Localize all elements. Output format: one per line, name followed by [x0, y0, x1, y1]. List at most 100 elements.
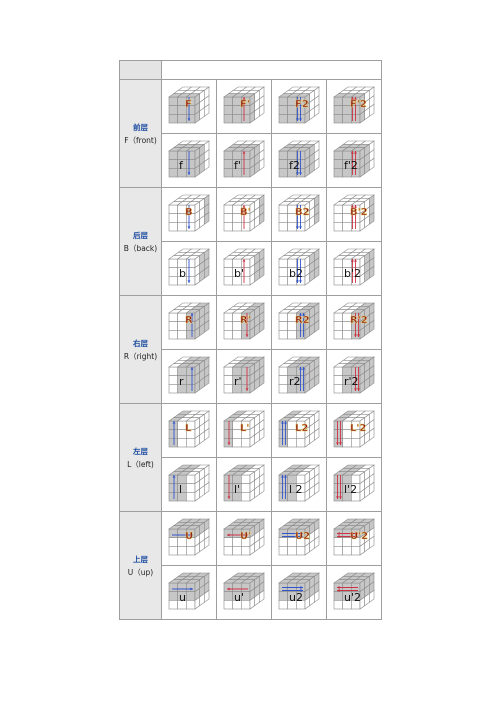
cube-cell: L2	[271, 403, 327, 458]
move-arrows	[351, 150, 357, 175]
cube-diagram: b	[168, 247, 210, 286]
move-label: l'	[234, 483, 240, 496]
group-label-cn: 前层	[133, 122, 148, 132]
group-label: 上层 U（up)	[119, 511, 162, 620]
group-label-en: U（up)	[127, 567, 154, 577]
move-label: b2	[289, 267, 303, 280]
move-arrows	[187, 258, 191, 283]
cube-diagram: B2	[278, 193, 320, 232]
cube-cell: U2	[271, 511, 327, 566]
move-label: R'2	[350, 315, 368, 326]
move-label: L'2	[350, 423, 366, 434]
cube-diagram: U'	[223, 517, 265, 556]
move-label: r	[179, 375, 184, 388]
move-arrows	[281, 420, 287, 445]
group-label: 前层 F（front)	[119, 79, 162, 188]
cube-diagram: b'	[223, 247, 265, 286]
cube-diagram: R2	[278, 301, 320, 340]
move-arrows	[282, 531, 303, 538]
cube-cell: l'2	[326, 457, 382, 512]
move-arrows	[187, 204, 191, 229]
cube-diagram: u'2	[333, 571, 375, 610]
cube-diagram: f'2	[333, 139, 375, 178]
cube-diagram: r'	[223, 355, 265, 394]
move-label: f	[179, 159, 184, 172]
cube-diagram: l'2	[333, 463, 375, 502]
move-label: L	[185, 423, 192, 434]
move-arrows	[281, 474, 287, 499]
cube-diagram: b2	[278, 247, 320, 286]
cube-diagram: U	[168, 517, 210, 556]
move-arrows	[187, 96, 191, 121]
cube-cell: r	[161, 349, 217, 404]
cube-cell: f'2	[326, 133, 382, 188]
move-arrows	[336, 474, 342, 499]
cube-diagram: U'2	[333, 517, 375, 556]
corner-cell	[119, 60, 162, 80]
cube-diagram: B'2	[333, 193, 375, 232]
cube-cell: U'	[216, 511, 272, 566]
move-label: F	[185, 99, 192, 110]
move-label: l 2	[289, 483, 303, 496]
cube-cell: r2	[271, 349, 327, 404]
cube-diagram: R'2	[333, 301, 375, 340]
cube-diagram: R'	[223, 301, 265, 340]
move-label: F2	[295, 99, 309, 110]
move-arrows	[172, 474, 176, 499]
cube-cell: R'	[216, 295, 272, 350]
cube-cell: L'2	[326, 403, 382, 458]
group-label-cn: 左层	[133, 446, 148, 456]
cube-diagram: b'2	[333, 247, 375, 286]
cube-cell: l 2	[271, 457, 327, 512]
cube-cell: F'2	[326, 79, 382, 134]
cube-diagram: B	[168, 193, 210, 232]
cube-cell: u2	[271, 565, 327, 620]
move-arrows	[296, 96, 302, 121]
move-label: r2	[289, 375, 301, 388]
cube-cell: U	[161, 511, 217, 566]
move-arrows	[227, 533, 248, 536]
move-row: r r' r2 r'2	[120, 349, 382, 404]
move-label: F'	[240, 99, 250, 110]
move-label: B2	[295, 207, 310, 218]
move-arrows	[227, 587, 248, 590]
group-label-en: B（back)	[123, 243, 158, 253]
move-label: U'2	[350, 531, 368, 542]
cube-diagram: L2	[278, 409, 320, 448]
move-arrows	[351, 258, 357, 283]
move-arrows	[172, 587, 193, 590]
group-label-en: L（left)	[127, 459, 154, 469]
move-arrows	[299, 312, 305, 337]
header-row	[119, 60, 382, 80]
cube-diagram: f	[168, 139, 210, 178]
cube-diagram: R	[168, 301, 210, 340]
cube-diagram: f'	[223, 139, 265, 178]
header-blank	[161, 60, 382, 80]
move-label: R'	[240, 315, 251, 326]
cube-cell: L	[161, 403, 217, 458]
move-arrows	[242, 150, 246, 175]
cube-diagram: L'	[223, 409, 265, 448]
move-arrows	[190, 366, 194, 391]
move-row: 前层 F（front) F F' F2 F'2	[119, 79, 382, 188]
move-arrows	[242, 96, 246, 121]
move-row: 左层 L（left) L L' L2 L'2	[119, 403, 382, 512]
move-label: R2	[295, 315, 310, 326]
cube-cell: F'	[216, 79, 272, 134]
group-label: 后层 B（back)	[119, 187, 162, 296]
move-arrows	[296, 150, 302, 175]
move-row: 上层 U（up) U U' U2 U'2	[119, 511, 382, 620]
move-arrows	[227, 420, 231, 445]
move-label: F'2	[350, 99, 367, 110]
move-label: B'2	[350, 207, 368, 218]
cube-diagram: u'	[223, 571, 265, 610]
cube-cell: b2	[271, 241, 327, 296]
cube-cell: b'2	[326, 241, 382, 296]
move-label: f'2	[344, 159, 358, 172]
move-arrows	[351, 96, 357, 121]
cube-cell: u	[161, 565, 217, 620]
move-arrows	[296, 204, 302, 229]
group-label-en: R（right)	[123, 351, 158, 361]
cube-cell: l	[161, 457, 217, 512]
cube-cell: R2	[271, 295, 327, 350]
